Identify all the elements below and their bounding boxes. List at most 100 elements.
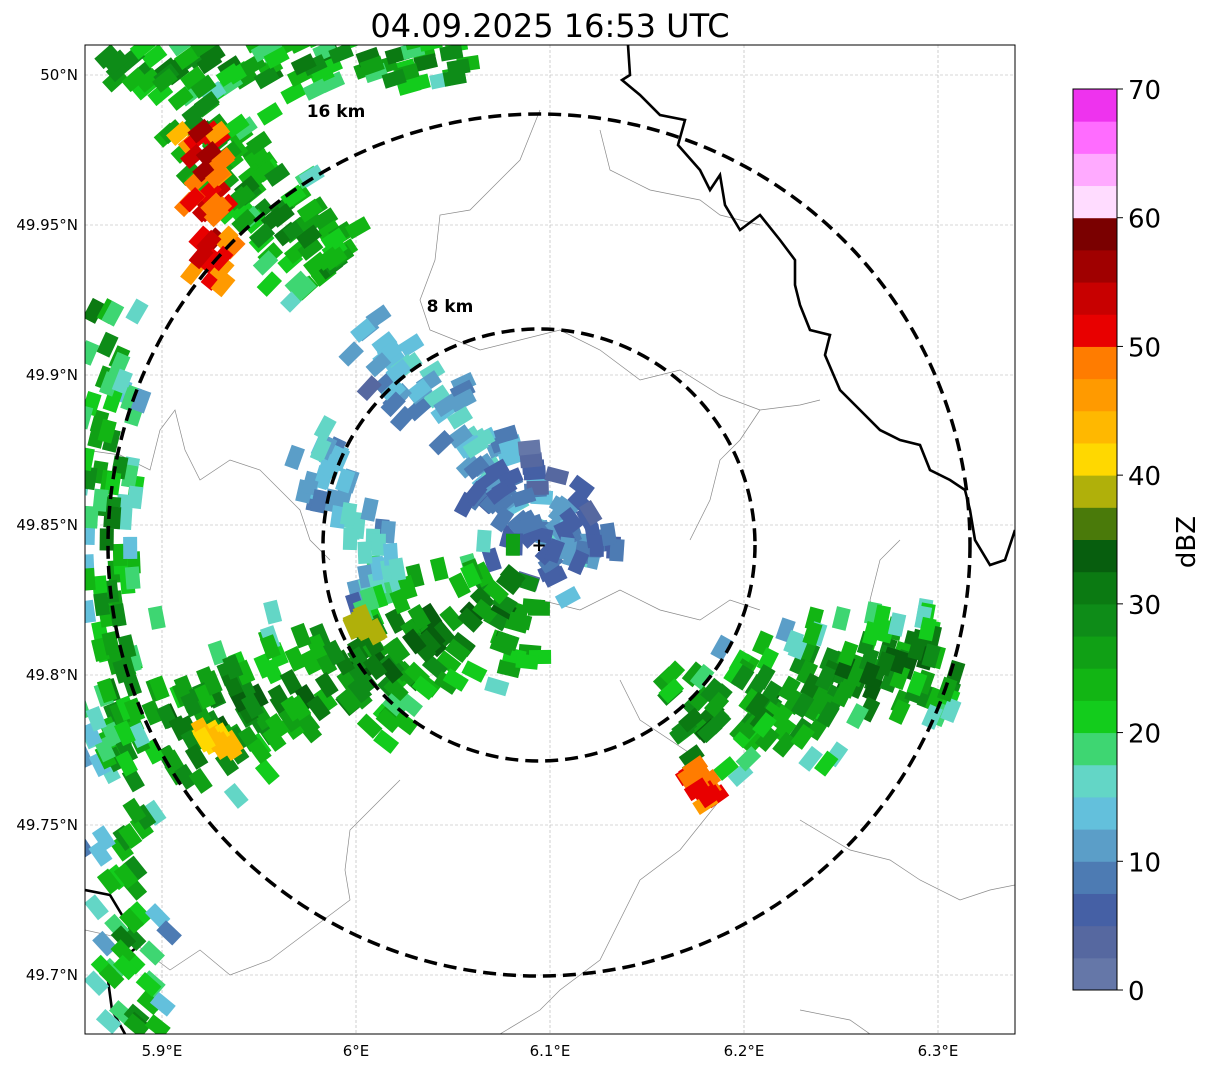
echo-cell [392,710,419,736]
echo-cell [921,643,941,669]
colorbar-tick-label: 30 [1128,591,1161,621]
echo-cell [109,835,134,862]
echo-cell [309,437,332,463]
echo-cell [95,1008,122,1034]
echo-cell [485,480,512,505]
echo-cell [385,358,412,384]
echo-cell [115,750,139,777]
echo-cell [278,45,305,47]
echo-cell [483,579,509,605]
echo-cell [123,697,146,724]
echo-cell [208,245,234,272]
echo-cell [254,759,280,786]
echo-cell [96,677,118,704]
echo-cell [259,634,281,660]
echo-cell [554,586,581,609]
lat-tick-label: 49.8°N [26,666,78,684]
echo-cell [144,1014,171,1034]
echo-cell [356,713,383,739]
echo-cell [215,63,242,87]
echo-cell [476,529,492,553]
echo-cell [136,990,163,1016]
echo-cell [383,638,408,665]
echo-cell [184,743,209,770]
colorbar-swatch [1073,571,1117,605]
echo-cell [213,225,239,252]
echo-cell [122,855,148,882]
echo-cell [462,434,489,459]
echo-cell [124,566,141,590]
echo-cell [85,599,97,624]
echo-cell [752,663,776,691]
echo-cell [940,697,962,724]
echo-cell [381,68,407,89]
colorbar-swatch [1073,185,1117,219]
colorbar-swatch [1073,507,1117,540]
echo-cell [945,659,966,686]
echo-cell [313,686,338,713]
echo-cell [85,695,92,721]
echo-cell [280,81,307,105]
echo-cell [936,676,958,703]
echo-cell [306,633,329,660]
echo-cell [63,736,85,762]
colorbar-swatch [1073,957,1117,991]
echo-cell [888,698,911,725]
colorbar-swatch [1073,925,1117,959]
echo-cell [125,298,149,325]
echo-cell [256,271,283,297]
echo-cell [906,670,928,697]
echo-cell [291,8,317,30]
echo-cell [85,705,107,732]
colorbar-label: dBZ [1172,516,1202,568]
echo-cell [85,833,94,860]
echo-cell [362,654,388,681]
echo-cell [88,751,112,778]
echo-cell [518,513,545,535]
echo-cell [127,722,151,749]
echo-cell [291,276,317,302]
echo-cell [439,605,465,632]
echo-cell [388,557,407,582]
echo-cell [777,675,801,702]
lat-tick-label: 49.9°N [26,366,78,384]
echo-cell [889,664,911,691]
echo-cell [99,528,114,551]
echo-cell [462,480,488,507]
echo-cell [448,572,471,599]
echo-cell [378,657,404,684]
echo-cell [703,691,730,718]
echo-cell [444,638,471,664]
ring-label-8km: 8 km [427,297,474,317]
echo-cell [322,454,344,480]
echo-cell [209,256,235,282]
echo-cell [174,45,201,70]
colorbar-swatch [1073,668,1117,701]
echo-cell [418,45,443,52]
echo-cell [180,143,206,169]
colorbar-swatch [1073,153,1117,187]
echo-cell [578,499,603,527]
radar-echoes [63,8,966,1034]
echo-cell [389,405,416,432]
colorbar-swatch [1073,732,1117,766]
lon-tick-label: 6.2°E [724,1042,765,1060]
echo-cell [85,970,110,997]
echo-cell [862,621,882,646]
echo-cell [439,45,464,62]
echo-cell [457,607,484,633]
range-ring-16km [106,112,972,978]
echo-cell [335,468,356,494]
echo-cell [240,693,264,720]
echo-cell [195,140,222,166]
lat-tick-label: 49.75°N [16,816,78,834]
echo-cell [490,506,515,533]
echo-cell [831,606,851,631]
echo-cell [798,745,823,772]
colorbar-tick-label: 20 [1128,720,1161,750]
echo-cell [918,616,937,642]
echo-cell [91,575,108,599]
echo-cell [338,341,364,367]
lon-tick-label: 5.9°E [142,1042,183,1060]
